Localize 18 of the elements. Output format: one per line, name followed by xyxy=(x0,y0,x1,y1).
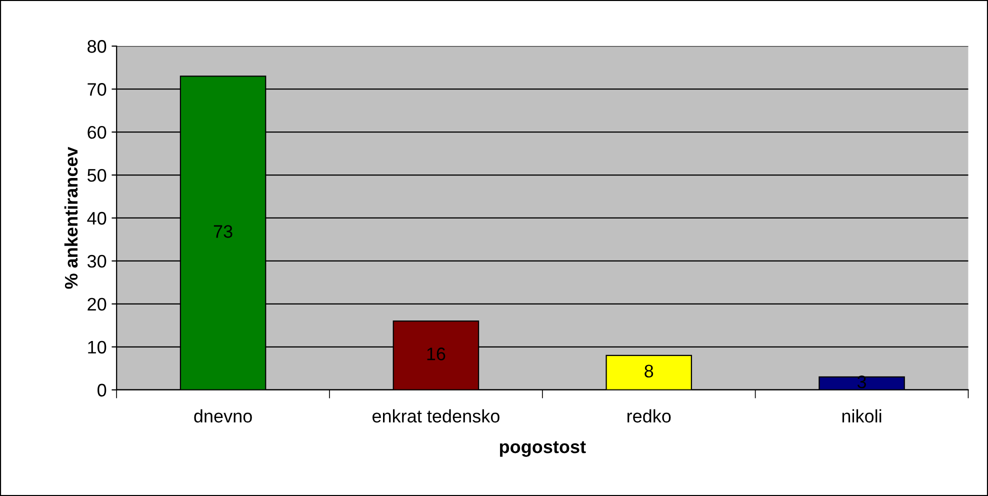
y-tick-label: 70 xyxy=(88,83,106,96)
x-tick-label: nikoli xyxy=(842,409,882,423)
y-tick-label: 80 xyxy=(88,40,106,53)
y-tick-label: 30 xyxy=(87,254,106,268)
y-tick-label: 50 xyxy=(88,168,106,182)
data-label: 8 xyxy=(644,364,654,378)
y-tick-label: 0 xyxy=(98,384,106,397)
y-axis-title: % ankentirancev xyxy=(64,146,78,289)
y-tick-label: 60 xyxy=(88,126,106,139)
y-tick-label: 10 xyxy=(88,340,106,354)
x-tick-label: dnevno xyxy=(194,409,252,423)
x-tick-label: redko xyxy=(627,409,671,423)
x-tick-label: enkrat tedensko xyxy=(372,409,500,423)
y-tick-label: 20 xyxy=(88,298,106,311)
x-axis-title: pogostost xyxy=(500,441,586,457)
y-tick-label: 40 xyxy=(87,212,106,225)
data-label: 73 xyxy=(214,225,232,238)
data-label: 16 xyxy=(427,348,446,360)
